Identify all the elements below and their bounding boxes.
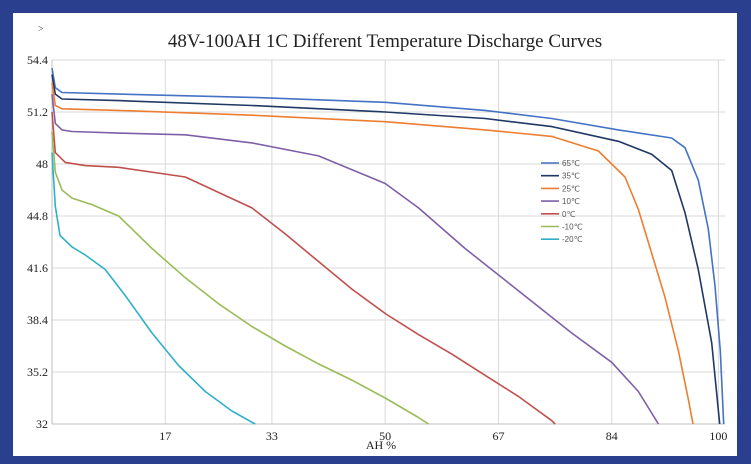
y-tick-label: 32 — [36, 417, 48, 431]
legend-label: 10℃ — [562, 197, 580, 206]
series-line — [51, 152, 256, 425]
x-tick-label: 67 — [492, 429, 504, 443]
grid — [52, 59, 725, 425]
series-line — [51, 111, 556, 425]
axes: 32 35.2 38.4 41.6 44.8 48 51.2 54.4 17 33 50 67 84 10… — [27, 53, 727, 443]
x-tick-label: 50 — [379, 429, 391, 443]
chart-title: 48V-100AH 1C Different Temperature Disch… — [168, 31, 602, 52]
legend: 65℃ 35℃ 25℃ 10℃ 0℃ -10℃ -20℃ — [541, 159, 583, 244]
legend-label: 0℃ — [562, 210, 575, 219]
series-line — [51, 131, 429, 425]
x-axis-label: AH % — [366, 438, 396, 452]
y-tick-label: 44.8 — [27, 209, 48, 223]
series-line — [51, 82, 694, 425]
series-line — [51, 74, 721, 425]
series-line — [51, 94, 660, 425]
legend-label: 25℃ — [562, 184, 580, 193]
plot-background — [52, 60, 725, 424]
series-lines — [51, 67, 725, 425]
x-tick-label: 84 — [606, 429, 618, 443]
x-tick-label: 100 — [709, 429, 727, 443]
series-line — [51, 67, 725, 425]
y-tick-label: 48 — [36, 157, 48, 171]
y-tick-label: 41.6 — [27, 261, 48, 275]
x-tick-label: 33 — [266, 429, 278, 443]
legend-label: 35℃ — [562, 172, 580, 181]
legend-label: -10℃ — [562, 223, 583, 232]
y-tick-label: 51.2 — [27, 105, 48, 119]
y-tick-label: 54.4 — [27, 53, 48, 67]
y-tick-label: 38.4 — [27, 313, 48, 327]
y-tick-label: 35.2 — [27, 365, 48, 379]
legend-label: -20℃ — [562, 235, 583, 244]
x-tick-label: 17 — [159, 429, 171, 443]
chart-corner-mark: > — [38, 24, 44, 35]
legend-label: 65℃ — [562, 159, 580, 168]
